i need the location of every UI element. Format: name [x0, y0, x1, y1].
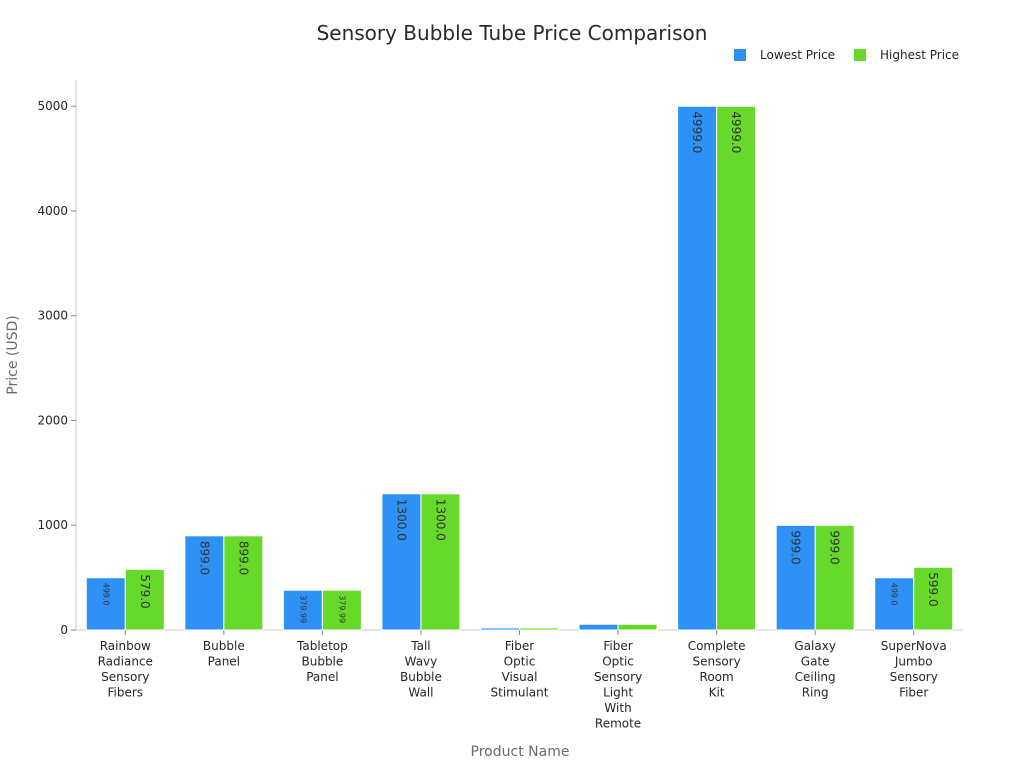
bar-highest-price	[519, 627, 559, 631]
bars	[85, 105, 954, 631]
bar-value-label: 599.0	[926, 572, 940, 606]
bar-value-label: 999.0	[828, 530, 842, 564]
bar-highest-price	[420, 493, 461, 631]
bar-lowest-price	[85, 577, 126, 631]
bar-value-label: 1300.0	[394, 499, 408, 541]
bar-lowest-price	[874, 577, 915, 631]
x-tick-label: Fiber Optic Visual Stimulant	[491, 639, 549, 700]
bar-labels: 499.0 899.0 379.99 1300.0 4999.0 999.0 499.0 57…	[101, 111, 940, 623]
bar-value-label: 579.0	[138, 574, 152, 608]
bar-value-label: 899.0	[236, 541, 250, 575]
bar-lowest-price	[184, 535, 225, 631]
bar-lowest-price	[480, 627, 520, 631]
bar-highest-price	[716, 105, 757, 631]
x-tick-label: Tabletop Bubble Panel	[296, 639, 348, 684]
bar-value-label: 379.99	[337, 595, 346, 623]
legend-swatch	[854, 49, 866, 61]
bar-value-label: 4999.0	[729, 111, 743, 153]
y-tick-label: 4000	[37, 204, 68, 218]
y-tick-label: 5000	[37, 99, 68, 113]
x-tick-label: Tall Wavy Bubble Wall	[400, 639, 442, 700]
legend: Lowest Price Highest Price	[734, 48, 959, 62]
bar-highest-price	[223, 535, 264, 631]
legend-label: Lowest Price	[760, 48, 835, 62]
legend-swatch	[734, 49, 746, 61]
x-tick-label: Bubble Panel	[203, 639, 245, 669]
x-tick-label: Complete Sensory Room Kit	[688, 639, 746, 700]
bar-lowest-price	[677, 105, 718, 631]
y-axis-ticks: 0 1000 2000 3000 4000 5000	[37, 99, 76, 637]
y-tick-label: 3000	[37, 309, 68, 323]
bar-value-label: 499.0	[101, 583, 110, 606]
chart-title: Sensory Bubble Tube Price Comparison	[317, 21, 708, 45]
bar-value-label: 1300.0	[433, 499, 447, 541]
legend-label: Highest Price	[880, 48, 959, 62]
bar-value-label: 899.0	[197, 541, 211, 575]
x-axis-ticks: Rainbow Radiance Sensory Fibers Bubble Panel T…	[98, 630, 947, 731]
bar-highest-price	[913, 566, 954, 631]
bar-value-label: 499.0	[890, 583, 899, 606]
x-axis-label: Product Name	[471, 744, 570, 760]
bar-highest-price	[321, 589, 362, 631]
bar-highest-price	[814, 524, 855, 631]
y-axis-label: Price (USD)	[5, 315, 21, 394]
y-tick-label: 2000	[37, 413, 68, 427]
bar-value-label: 379.99	[298, 595, 307, 623]
x-tick-label: Galaxy Gate Ceiling Ring	[794, 639, 836, 700]
x-tick-label: SuperNova Jumbo Sensory Fiber	[881, 639, 947, 700]
y-tick-label: 0	[60, 623, 68, 637]
x-tick-label: Rainbow Radiance Sensory Fibers	[98, 639, 153, 700]
x-tick-label: Fiber Optic Sensory Light With Remote	[594, 639, 642, 731]
bar-lowest-price	[578, 623, 619, 631]
bar-highest-price	[124, 568, 165, 631]
bar-value-label: 999.0	[789, 530, 803, 564]
bar-value-label: 4999.0	[690, 111, 704, 153]
y-tick-label: 1000	[37, 518, 68, 532]
bar-highest-price	[617, 623, 658, 631]
